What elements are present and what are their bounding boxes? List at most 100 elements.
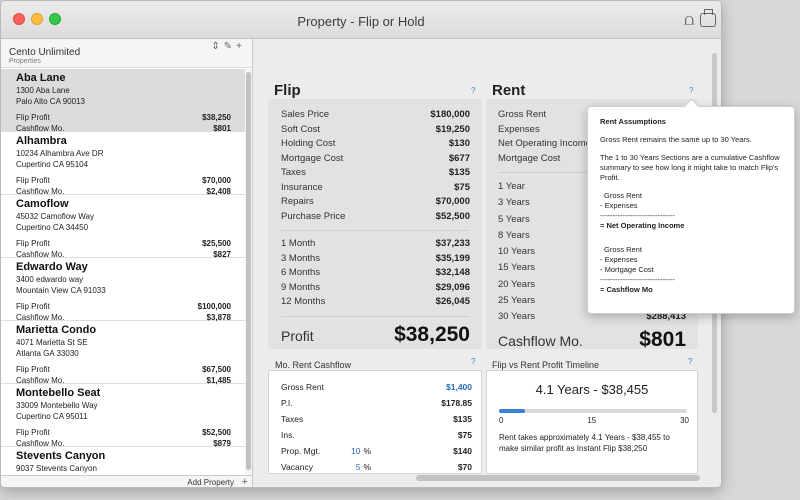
cashflow-formula: Gross Rent - Expenses - Mortgage Cost --… [600, 245, 782, 295]
timeline-ticks: 0 15 30 [499, 416, 689, 425]
edit-icon[interactable]: ✎ [223, 41, 237, 52]
sidebar-tools: ⇕✎+ [211, 41, 246, 52]
property-item[interactable]: Edwardo Way 3400 edwardo way Mountain View… [1, 258, 245, 323]
rent-year-label: 20 Years [498, 278, 535, 290]
mo-rent-left: Vacancy 5% [281, 459, 371, 475]
add-property-button[interactable]: Add Property [187, 478, 234, 487]
property-item[interactable]: Stevents Canyon 9037 Stevents Canyon [1, 447, 245, 475]
flip-period-row-value: $29,096 [435, 281, 470, 293]
property-item[interactable]: Marietta Condo 4071 Marietta St SE Atlanta… [1, 321, 245, 386]
flip-cost-row-label: Sales Price [281, 109, 330, 120]
property-name: Camoflow [16, 198, 69, 210]
flip-period-row: 9 Months $29,096 [281, 281, 470, 296]
mo-rent-value[interactable]: $1,400 [446, 382, 472, 392]
rent-year-row: 25 Years [498, 293, 686, 309]
profit-label: Profit [281, 327, 314, 344]
property-name: Aba Lane [16, 72, 66, 84]
flip-profit-row: Flip Profit $70,000 [16, 175, 231, 186]
sidebar-scrollbar[interactable] [245, 69, 252, 475]
mo-rent-value: $178.85 [441, 398, 472, 408]
cashflow-row: Cashflow Mo. $3,878 [16, 312, 231, 323]
mo-rent-value: $70 [457, 462, 472, 472]
rent-year-row: 10 Years [498, 244, 686, 260]
property-item[interactable]: Aba Lane 1300 Aba Lane Palo Alto CA 90013 F… [1, 69, 245, 133]
flip-cost-row-value: $130 [448, 138, 470, 149]
timeline-tick: 30 [680, 416, 689, 425]
rent-year-row: 8 Years [498, 228, 686, 244]
timeline-help-icon[interactable]: ? [688, 357, 693, 366]
property-item[interactable]: Camoflow 45032 Camoflow Way Cupertino CA 3… [1, 195, 245, 260]
percent-input[interactable]: 10 [350, 446, 361, 456]
mo-rent-percent[interactable]: 5% [356, 459, 371, 475]
flip-help-icon[interactable]: ? [471, 86, 476, 95]
flip-cost-row: Sales Price $180,000 [281, 108, 470, 123]
flip-period-row-label: 6 Months [281, 267, 321, 278]
print-icon[interactable] [700, 9, 716, 27]
formula-line: ------------------------------ [600, 211, 675, 220]
flip-profit-label: Flip Profit [16, 176, 50, 185]
add-icon[interactable]: + [236, 41, 246, 52]
close-button[interactable] [13, 13, 25, 25]
rent-year-row: 30 Years $288,413 [498, 309, 686, 325]
timeline-tick: 0 [499, 416, 504, 425]
flip-period-row: 6 Months $32,148 [281, 266, 470, 281]
property-name: Edwardo Way [16, 261, 88, 273]
section-label: Properties [1, 56, 252, 68]
minimize-button[interactable] [31, 13, 43, 25]
timeline-note: Rent takes approximately 4.1 Years - $38… [499, 433, 670, 453]
cashflow-value: $879 [213, 439, 231, 448]
rent-item-label: Mortgage Cost [498, 152, 561, 164]
mo-rent-left: Taxes [281, 411, 371, 427]
mo-rent-label: Vacancy [281, 462, 313, 472]
rent-year-row: 20 Years [498, 277, 686, 293]
pdf-icon[interactable]: ⩍ [684, 12, 695, 29]
cashflow-row: Cashflow Mo. $827 [16, 249, 231, 260]
flip-profit-row: Flip Profit $67,500 [16, 364, 231, 375]
flip-period-row: 12 Months $26,045 [281, 295, 470, 310]
profit-value: $38,250 [394, 322, 470, 346]
mo-rent-left: P.I. [281, 395, 371, 411]
flip-cost-row: Repairs $70,000 [281, 195, 470, 210]
mo-rent-left: Gross Rent [281, 379, 371, 395]
flip-period-row: 3 Months $35,199 [281, 252, 470, 267]
mo-rent-row: Prop. Mgt. 10% $140 [281, 443, 472, 459]
property-address-line: 10234 Alhambra Ave DR [16, 149, 104, 158]
flip-period-row-value: $35,199 [435, 252, 470, 264]
flip-profit-label: Flip Profit [16, 113, 50, 122]
rent-help-icon[interactable]: ? [689, 86, 694, 95]
cashflow-row: Cashflow Mo. $2,408 [16, 186, 231, 197]
percent-input[interactable]: 5 [355, 462, 361, 472]
scroll-thumb[interactable] [246, 72, 251, 470]
horizontal-scrollbar[interactable] [416, 475, 700, 481]
mo-rent-row: P.I. $178.85 [281, 395, 472, 411]
mo-rent-value: $140 [453, 446, 472, 456]
sidebar: Cento Unlimited ⇕✎+ Properties Aba Lane 1… [1, 39, 253, 488]
flip-cost-row: Holding Cost $130 [281, 137, 470, 152]
flip-period-row-value: $32,148 [435, 267, 470, 278]
mo-rent-row: Ins. $75 [281, 427, 472, 443]
timeline-progress [499, 409, 687, 413]
property-item[interactable]: Montebello Seat 33009 Montebello Way Cuper… [1, 384, 245, 448]
updown-icon[interactable]: ⇕ [211, 41, 224, 52]
flip-profit-value: $38,250 [202, 113, 231, 122]
mo-rent-card: Gross Rent $1,400 P.I. $178.85 Taxes $135 Ins.… [268, 370, 482, 474]
cashflow-row: Cashflow Mo. $1,485 [16, 375, 231, 386]
timeline-headline: 4.1 Years - $38,455 [535, 382, 649, 397]
flip-periods: 1 Month $37,233 3 Months $35,199 6 Months $32… [281, 237, 470, 310]
mo-rent-row: Gross Rent $1,400 [281, 379, 472, 395]
flip-period-row-label: 12 Months [281, 296, 326, 307]
property-name: Alhambra [16, 135, 67, 147]
rent-assumptions-popover: Rent Assumptions Gross Rent remains the … [587, 106, 795, 314]
flip-period-row: 1 Month $37,233 [281, 237, 470, 252]
timeline-title: Flip vs Rent Profit Timeline [492, 360, 600, 370]
mo-rent-help-icon[interactable]: ? [471, 357, 476, 366]
rent-year-label: 15 Years [498, 262, 535, 274]
account-selector[interactable]: Cento Unlimited ⇕✎+ [1, 39, 252, 58]
rent-year-label: 25 Years [498, 295, 535, 307]
rent-cashflow: Cashflow Mo. $801 [498, 328, 686, 352]
mo-rent-percent[interactable]: 10% [351, 443, 371, 459]
zoom-button[interactable] [49, 13, 61, 25]
property-item[interactable]: Alhambra 10234 Alhambra Ave DR Cupertino C… [1, 132, 245, 197]
flip-costs: Sales Price $180,000 Soft Cost $19,250 Holdi… [281, 108, 470, 224]
add-property-icon[interactable]: + [241, 476, 248, 488]
